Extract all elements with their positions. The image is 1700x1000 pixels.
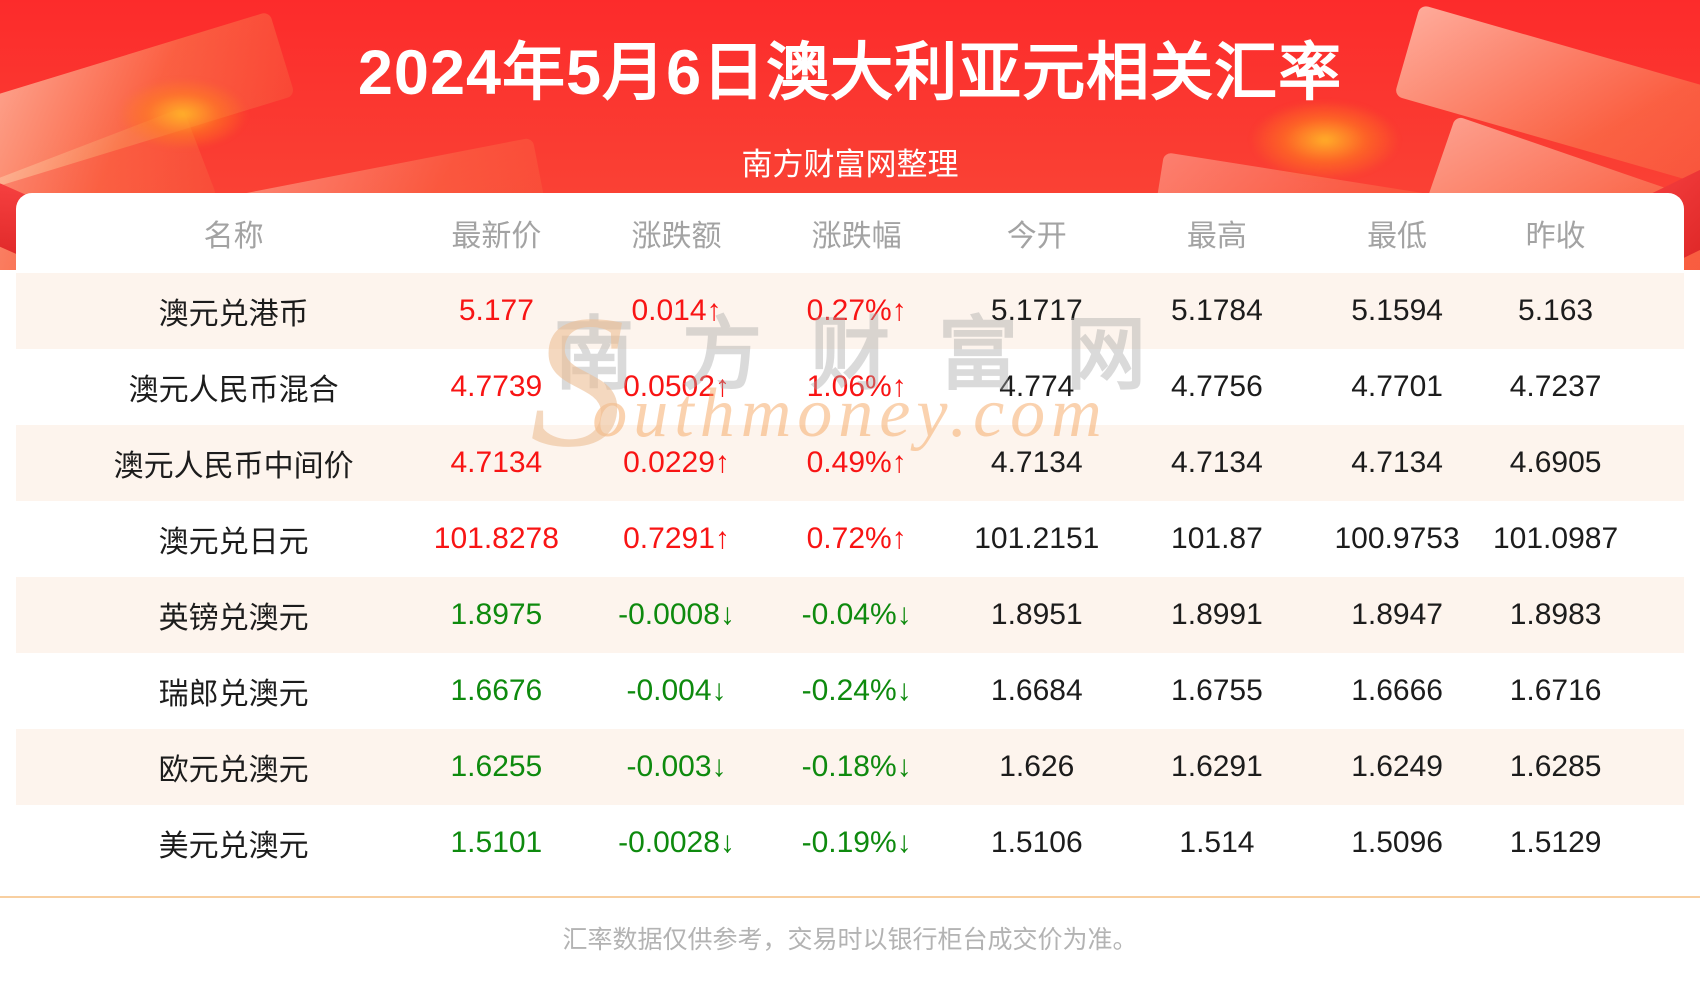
cell-change: -0.0028↓ bbox=[618, 826, 735, 859]
cell-latest: 1.8975 bbox=[450, 598, 543, 631]
table-row: 澳元人民币中间价 4.7134 0.0229↑ 0.49%↑ 4.7134 4.7134 4… bbox=[16, 425, 1684, 501]
cell-change: 0.014↑ bbox=[631, 294, 722, 327]
cell-prev_close: 4.6905 bbox=[1509, 446, 1602, 479]
table-row: 欧元兑澳元 1.6255 -0.003↓ -0.18%↓ 1.626 1.6291 1.62… bbox=[16, 729, 1684, 805]
cell-prev_close: 1.8983 bbox=[1509, 598, 1602, 631]
cell-low: 4.7701 bbox=[1351, 370, 1443, 403]
cell-latest: 1.6255 bbox=[450, 750, 543, 783]
cell-low: 5.1594 bbox=[1351, 294, 1443, 327]
cell-open: 101.2151 bbox=[974, 522, 1100, 555]
column-header-latest: 最新价 bbox=[451, 220, 542, 253]
cell-low: 1.6666 bbox=[1351, 674, 1443, 707]
cell-name: 澳元人民币中间价 bbox=[113, 450, 354, 483]
cell-latest: 101.8278 bbox=[433, 522, 559, 555]
cell-change: -0.004↓ bbox=[626, 674, 727, 707]
column-header-prev_close: 昨收 bbox=[1525, 220, 1586, 253]
cell-pct: -0.04%↓ bbox=[801, 598, 912, 631]
cell-low: 1.6249 bbox=[1351, 750, 1443, 783]
cell-open: 4.774 bbox=[999, 370, 1075, 403]
cell-high: 4.7134 bbox=[1171, 446, 1263, 479]
cell-low: 100.9753 bbox=[1334, 522, 1460, 555]
cell-change: -0.0008↓ bbox=[618, 598, 735, 631]
column-header-open: 今开 bbox=[1006, 220, 1067, 253]
cell-prev_close: 1.6716 bbox=[1509, 674, 1602, 707]
cell-high: 5.1784 bbox=[1171, 294, 1263, 327]
column-header-change: 涨跌额 bbox=[631, 220, 722, 253]
cell-name: 澳元兑港币 bbox=[158, 298, 309, 331]
table-row: 英镑兑澳元 1.8975 -0.0008↓ -0.04%↓ 1.8951 1.8991 1.… bbox=[16, 577, 1684, 653]
page-subtitle: 南方财富网整理 bbox=[741, 147, 959, 182]
column-header-high: 最高 bbox=[1186, 220, 1247, 253]
cell-latest: 1.5101 bbox=[450, 826, 543, 859]
cell-pct: -0.19%↓ bbox=[801, 826, 912, 859]
cell-prev_close: 5.163 bbox=[1518, 294, 1594, 327]
cell-prev_close: 101.0987 bbox=[1493, 522, 1619, 555]
cell-high: 1.6755 bbox=[1171, 674, 1263, 707]
cell-change: -0.003↓ bbox=[626, 750, 727, 783]
table-row: 澳元人民币混合 4.7739 0.0502↑ 1.06%↑ 4.774 4.7756 4.7… bbox=[16, 349, 1684, 425]
cell-prev_close: 1.5129 bbox=[1509, 826, 1602, 859]
cell-name: 英镑兑澳元 bbox=[158, 602, 309, 635]
table-header-row: 名称 最新价 涨跌额 涨跌幅 今开 最高 最低 昨收 bbox=[16, 193, 1684, 273]
cell-pct: -0.24%↓ bbox=[801, 674, 912, 707]
cell-latest: 4.7739 bbox=[450, 370, 543, 403]
cell-open: 5.1717 bbox=[990, 294, 1083, 327]
cell-prev_close: 4.7237 bbox=[1509, 370, 1602, 403]
cell-latest: 4.7134 bbox=[450, 446, 543, 479]
cell-pct: 0.72%↑ bbox=[806, 522, 907, 555]
footer: 汇率数据仅供参考，交易时以银行柜台成交价为准。 bbox=[0, 896, 1700, 996]
cell-high: 1.514 bbox=[1179, 826, 1255, 859]
cell-open: 1.6684 bbox=[990, 674, 1083, 707]
cell-name: 美元兑澳元 bbox=[158, 830, 309, 863]
cell-pct: 1.06%↑ bbox=[806, 370, 907, 403]
disclaimer-text: 汇率数据仅供参考，交易时以银行柜台成交价为准。 bbox=[562, 926, 1138, 954]
table-row: 澳元兑港币 5.177 0.014↑ 0.27%↑ 5.1717 5.1784 5.1594… bbox=[16, 273, 1684, 349]
cell-low: 1.8947 bbox=[1351, 598, 1443, 631]
column-header-low: 最低 bbox=[1367, 220, 1428, 253]
table-row: 美元兑澳元 1.5101 -0.0028↓ -0.19%↓ 1.5106 1.514 1.5… bbox=[16, 805, 1684, 881]
cell-name: 欧元兑澳元 bbox=[158, 754, 309, 787]
cell-pct: 0.27%↑ bbox=[806, 294, 907, 327]
cell-name: 澳元兑日元 bbox=[158, 526, 309, 559]
cell-open: 1.5106 bbox=[990, 826, 1083, 859]
table-row: 瑞郎兑澳元 1.6676 -0.004↓ -0.24%↓ 1.6684 1.6755 1.6… bbox=[16, 653, 1684, 729]
cell-pct: -0.18%↓ bbox=[801, 750, 912, 783]
cell-low: 1.5096 bbox=[1351, 826, 1443, 859]
cell-high: 4.7756 bbox=[1171, 370, 1263, 403]
cell-open: 1.626 bbox=[999, 750, 1075, 783]
cell-prev_close: 1.6285 bbox=[1509, 750, 1602, 783]
cell-change: 0.7291↑ bbox=[623, 522, 730, 555]
cell-low: 4.7134 bbox=[1351, 446, 1443, 479]
cell-latest: 1.6676 bbox=[450, 674, 543, 707]
cell-high: 1.6291 bbox=[1171, 750, 1263, 783]
table-row: 澳元兑日元 101.8278 0.7291↑ 0.72%↑ 101.2151 101.87… bbox=[16, 501, 1684, 577]
cell-change: 0.0502↑ bbox=[623, 370, 730, 403]
cell-name: 澳元人民币混合 bbox=[128, 374, 339, 407]
cell-latest: 5.177 bbox=[458, 294, 534, 327]
cell-name: 瑞郎兑澳元 bbox=[158, 678, 309, 711]
column-header-name: 名称 bbox=[203, 220, 264, 253]
cell-high: 101.87 bbox=[1171, 522, 1263, 555]
exchange-rate-card: 名称 最新价 涨跌额 涨跌幅 今开 最高 最低 昨收 澳元兑港币 5.177 0.014↑ 0.27… bbox=[16, 193, 1684, 881]
column-header-pct: 涨跌幅 bbox=[811, 220, 902, 253]
cell-change: 0.0229↑ bbox=[623, 446, 730, 479]
cell-high: 1.8991 bbox=[1171, 598, 1263, 631]
cell-pct: 0.49%↑ bbox=[806, 446, 907, 479]
cell-open: 4.7134 bbox=[990, 446, 1083, 479]
cell-open: 1.8951 bbox=[990, 598, 1083, 631]
exchange-rate-table: 名称 最新价 涨跌额 涨跌幅 今开 最高 最低 昨收 澳元兑港币 5.177 0.014↑ 0.27… bbox=[16, 193, 1684, 881]
page-title: 2024年5月6日澳大利亚元相关汇率 bbox=[357, 38, 1343, 108]
